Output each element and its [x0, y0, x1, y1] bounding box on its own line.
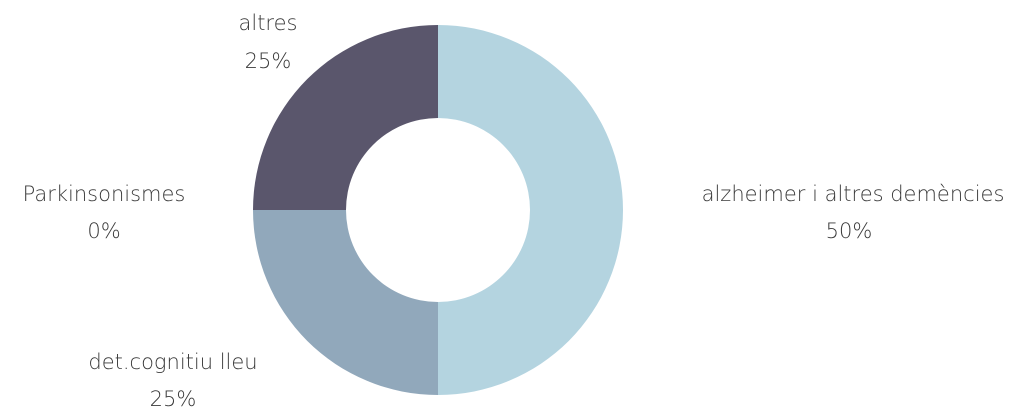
donut-slices — [253, 25, 623, 395]
slice-label-group-altres: altres 25% — [239, 11, 298, 73]
slice-label-altres: altres — [239, 11, 298, 35]
slice-label-alzheimer: alzheimer i altres demències — [702, 182, 1005, 206]
slice-det-cognitiu-lleu — [253, 210, 438, 395]
slice-label-group-parkinsonismes: Parkinsonismes 0% — [23, 182, 186, 243]
slice-alzheimer-i-altres-dem-ncies — [438, 25, 623, 395]
slice-label-group-alzheimer: alzheimer i altres demències 50% — [702, 182, 1005, 243]
slice-value-altres: 25% — [245, 49, 292, 73]
slice-value-det-cognitiu: 25% — [150, 387, 197, 411]
slice-label-group-det-cognitiu: det.cognitiu lleu 25% — [88, 350, 257, 411]
slice-value-alzheimer: 50% — [826, 219, 873, 243]
slice-label-det-cognitiu: det.cognitiu lleu — [88, 350, 257, 374]
slice-value-parkinsonismes: 0% — [87, 219, 120, 243]
slice-label-parkinsonismes: Parkinsonismes — [23, 182, 186, 206]
slice-altres — [253, 25, 438, 210]
